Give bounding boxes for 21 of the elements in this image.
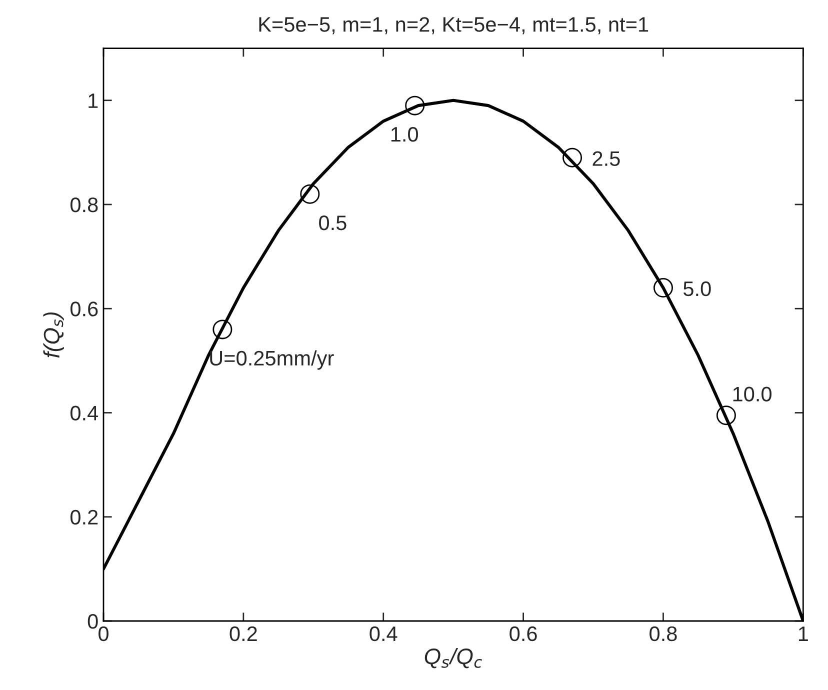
y-tick-label: 1 [88,94,98,108]
x-tick-label: 0.8 [650,626,677,642]
chart-title: K=5e−5, m=1, n=2, Kt=5e−4, mt=1.5, nt=1 [259,17,648,34]
annotation: 0.5 [319,215,346,230]
y-tick-label: 0.6 [70,302,98,316]
y-tick-label: 0.2 [70,510,98,525]
x-tick-label: 0.2 [230,626,257,642]
x-axis-title: Q$_{s}$/Q$_{c}$ [424,648,482,668]
y-tick-label: 0 [88,614,98,629]
annotation: 1.0 [391,126,418,142]
annotation: 10.0 [733,386,772,402]
x-tick-label: 0.6 [510,626,537,642]
annotation: U=0.25mm/yr [210,350,334,370]
annotation: 5.0 [684,281,711,296]
x-tick-label: 0.4 [370,626,398,642]
y-tick-label: 0.4 [70,406,98,420]
x-tick-label: 1 [798,626,808,641]
annotation: 2.5 [592,151,620,166]
y-axis-title: f(Q$_{s}$) [43,312,64,358]
y-tick-label: 0.8 [70,197,98,212]
x-tick-label: 0 [98,626,108,642]
